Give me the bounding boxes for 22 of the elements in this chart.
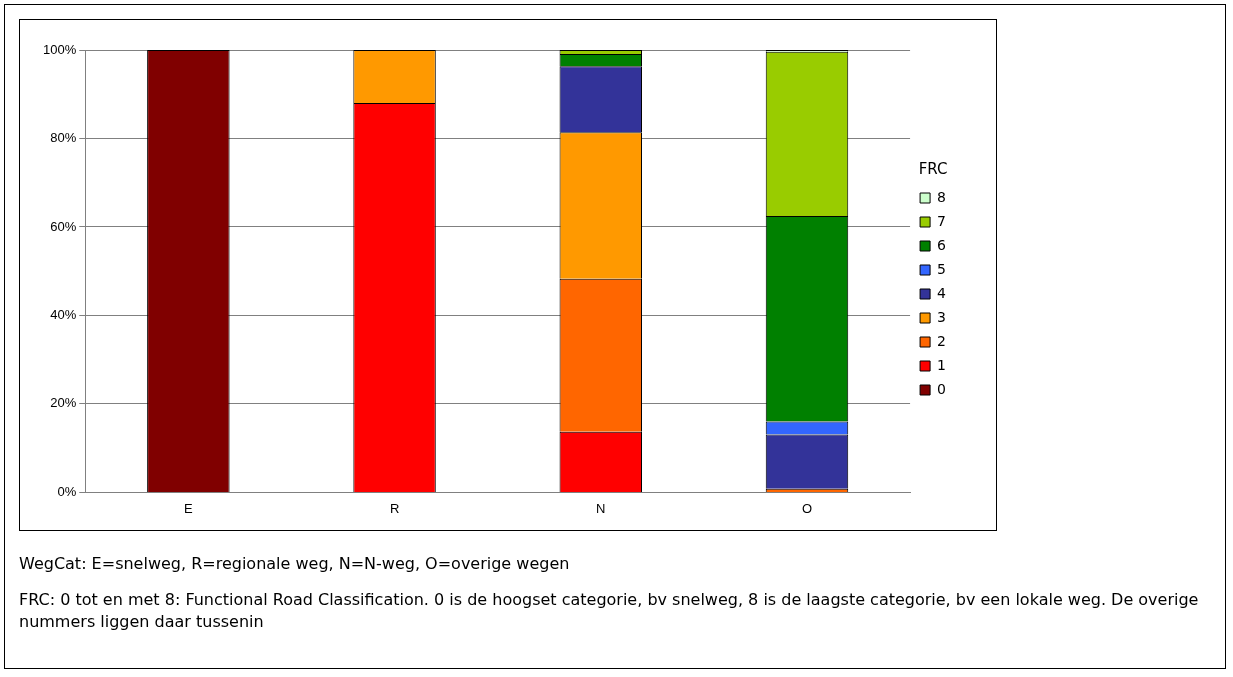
legend-label: 4 [937, 284, 947, 301]
legend-label: 7 [937, 212, 947, 229]
y-tick-label: 40% [50, 307, 77, 323]
legend-label: 5 [937, 260, 947, 277]
legend-label: 8 [937, 188, 947, 205]
legend-label: 0 [937, 380, 947, 397]
legend-label: 3 [937, 308, 947, 325]
x-tick-label: N [596, 500, 606, 516]
y-tick-label: 100% [43, 41, 77, 57]
text: FRC: 0 tot en met 8: Functional Road Classification. 0 is de hoogset categorie, bv snelweg, 8 is de laagste categorie, bv een lokale weg. De overige nummers liggen daar tussenin [19, 589, 1200, 633]
legend-label: 1 [937, 356, 947, 373]
text: WegCat: E=snelweg, R=regionale weg, N=N-weg, O=overige wegen [19, 553, 571, 575]
y-tick-label: 80% [50, 130, 77, 146]
y-tick-label: 0% [57, 483, 77, 499]
x-tick-label: E [184, 500, 194, 516]
x-tick-label: R [389, 500, 400, 516]
y-tick-label: 60% [50, 218, 77, 234]
legend-label: 6 [937, 236, 947, 253]
legend-label: 2 [937, 332, 947, 349]
x-tick-label: O [801, 500, 813, 516]
legend-title: FRC [918, 160, 948, 179]
y-tick-label: 20% [50, 395, 77, 411]
